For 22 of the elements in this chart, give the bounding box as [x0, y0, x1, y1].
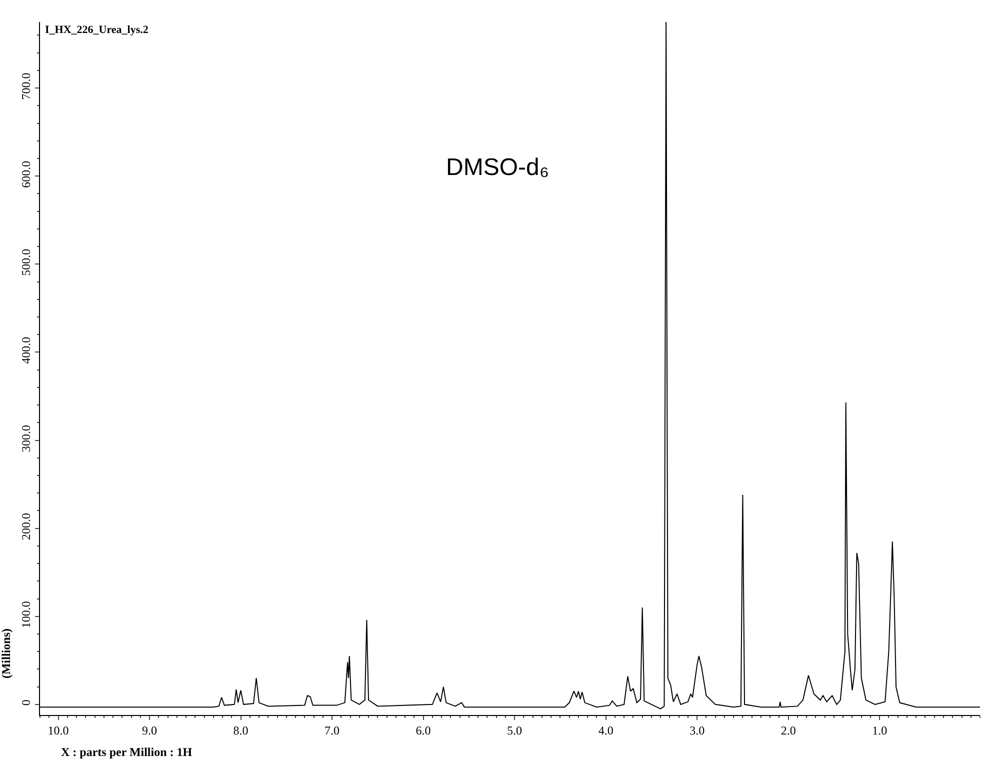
- x-tick-label: 1.0: [872, 723, 888, 738]
- x-tick-label: 3.0: [690, 723, 705, 738]
- x-tick-label: 10.0: [48, 723, 69, 738]
- y-tick-label: 500.0: [19, 248, 34, 276]
- x-tick-label: 9.0: [142, 723, 158, 738]
- x-tick-label: 8.0: [233, 723, 248, 738]
- annotation: DMSO-d₆: [446, 154, 550, 181]
- x-tick-label: 5.0: [507, 723, 522, 738]
- y-tick-label: 200.0: [19, 513, 34, 540]
- x-axis-title: X : parts per Million : 1H: [61, 745, 193, 759]
- chart-title: I_HX_226_Urea_lys.2: [45, 24, 149, 36]
- x-tick-label: 4.0: [598, 723, 614, 738]
- y-tick-label: 700.0: [19, 72, 34, 100]
- y-tick-label: 600.0: [19, 160, 34, 188]
- y-tick-label: 400.0: [19, 336, 34, 364]
- y-tick-label: 0: [19, 700, 34, 706]
- y-tick-label: 100.0: [19, 601, 34, 628]
- x-tick-label: 7.0: [324, 723, 340, 738]
- y-tick-label: 300.0: [19, 424, 34, 452]
- y-axis-title: (Millions): [0, 628, 13, 679]
- x-tick-label: 6.0: [416, 723, 431, 738]
- x-tick-label: 2.0: [780, 723, 796, 738]
